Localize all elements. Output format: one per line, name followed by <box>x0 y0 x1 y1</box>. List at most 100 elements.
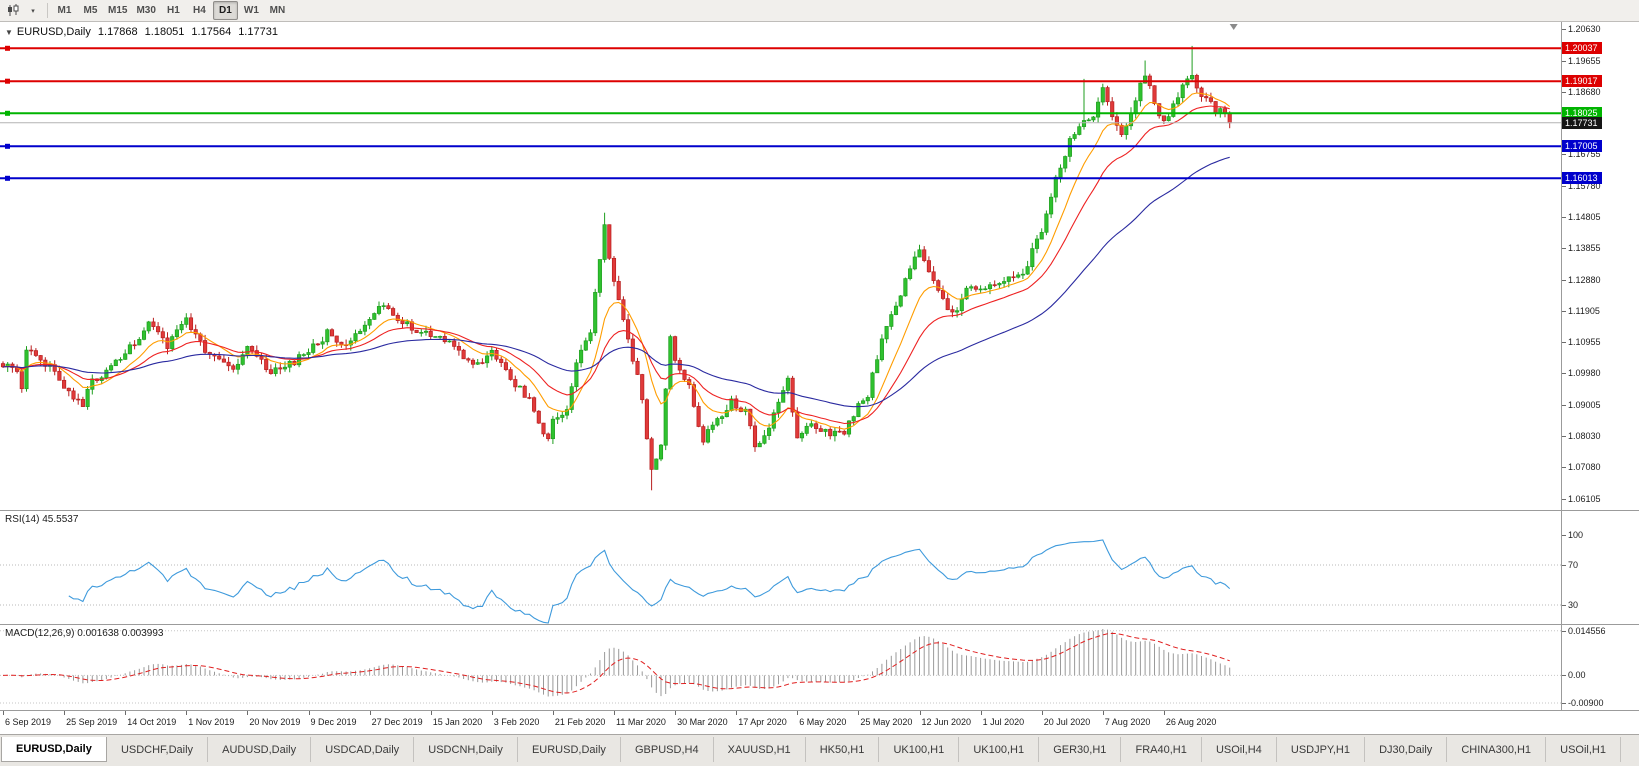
macd-label: MACD(12,26,9) 0.001638 0.003993 <box>5 628 164 639</box>
date-axis-label: 14 Oct 2019 <box>127 717 177 727</box>
chart-tab[interactable]: FRA40,H1 <box>1121 737 1202 762</box>
hline-price-tag: 1.17005 <box>1562 140 1602 153</box>
macd-axis-label: 0.014556 <box>1568 625 1606 636</box>
date-axis-label: 1 Jul 2020 <box>982 717 1025 727</box>
price-axis-label: 1.09980 <box>1568 368 1601 379</box>
hline-price-tag: 1.18025 <box>1562 107 1602 120</box>
chart-tab[interactable]: XAUUSD,H1 <box>713 737 806 762</box>
rsi-axis-label: 100 <box>1568 530 1584 540</box>
date-axis-label: 21 Feb 2020 <box>554 717 606 727</box>
timeframe-button-m15[interactable]: M15 <box>108 5 128 16</box>
one-click-trading-toggle[interactable]: ▼ <box>5 27 13 37</box>
main-chart-panel: ▼ EURUSD,Daily 1.17868 1.18051 1.17564 1… <box>0 22 1639 511</box>
date-axis-label: 12 Jun 2020 <box>921 717 972 727</box>
chart-tab[interactable]: CHINA300,H1 <box>1447 737 1547 762</box>
price-axis-label: 1.19655 <box>1568 55 1601 66</box>
price-axis[interactable]: 1.206301.196551.186801.177051.167551.157… <box>1561 22 1639 510</box>
chart-tab[interactable]: GBPUSD,H4 <box>620 737 714 762</box>
chart-ohlc-line: ▼ EURUSD,Daily 1.17868 1.18051 1.17564 1… <box>5 26 285 38</box>
price-axis-label: 1.12880 <box>1568 274 1601 285</box>
date-axis-label: 25 Sep 2019 <box>66 717 118 727</box>
macd-axis[interactable]: 0.014556 0.00 -0.00900 <box>1561 625 1639 710</box>
chart-tab[interactable]: UK100,H1 <box>959 737 1040 762</box>
chart-tab[interactable]: USDJPY,H1 <box>1276 737 1366 762</box>
price-axis-label: 1.06105 <box>1568 493 1601 504</box>
date-axis-label: 20 Nov 2019 <box>249 717 301 727</box>
price-axis-label: 1.20630 <box>1568 24 1601 35</box>
chart-tab[interactable]: USOil,H4 <box>1201 737 1277 762</box>
symbol-label: EURUSD,Daily <box>16 26 91 38</box>
chart-dropdown-arrow-icon[interactable]: ▾ <box>31 7 35 15</box>
rsi-axis-label: 70 <box>1568 560 1579 570</box>
date-axis-label: 3 Feb 2020 <box>493 717 540 727</box>
date-axis-label: 20 Jul 2020 <box>1043 717 1091 727</box>
time-axis[interactable]: 6 Sep 2019 25 Sep 2019 14 Oct 2019 1 Nov 20… <box>0 711 1639 734</box>
timeframe-button-d1[interactable]: D1 <box>212 1 238 20</box>
chart-tab[interactable]: DJ30,Daily <box>1365 737 1448 762</box>
date-axis-label: 1 Nov 2019 <box>188 717 235 727</box>
ohlc-high: 1.18051 <box>144 26 185 38</box>
price-axis-label: 1.13855 <box>1568 243 1601 254</box>
chart-tab[interactable]: USDCAD,Daily <box>311 737 415 762</box>
macd-axis-label: -0.00900 <box>1568 698 1604 708</box>
timeframe-button-mn[interactable]: MN <box>269 5 286 16</box>
ohlc-low: 1.17564 <box>191 26 232 38</box>
date-axis-label: 30 Mar 2020 <box>677 717 728 727</box>
rsi-canvas[interactable] <box>0 511 1561 624</box>
hline-price-tag: 1.20037 <box>1562 42 1602 55</box>
price-axis-label: 1.09005 <box>1568 399 1601 410</box>
date-axis-label: 25 May 2020 <box>860 717 913 727</box>
price-axis-label: 1.07080 <box>1568 462 1601 472</box>
chart-tab-bar: EURUSD,Daily USDCHF,Daily AUDUSD,Daily USDC… <box>0 734 1639 766</box>
chart-tab[interactable]: USOil,H1 <box>1546 737 1622 762</box>
timeframe-button-m30[interactable]: M30 <box>136 5 156 16</box>
chart-tab[interactable]: AUDUSD,Daily <box>208 737 312 762</box>
chart-tab[interactable]: EURUSD,Daily <box>517 737 621 762</box>
macd-panel: MACD(12,26,9) 0.001638 0.003993 0.014556… <box>0 625 1639 711</box>
current-price-tag: 1.17731 <box>1562 116 1602 129</box>
price-axis-label: 1.16755 <box>1568 149 1601 160</box>
timeframe-buttons: M1 M5 M15 M30 H1 H4 D1 W1 MN <box>52 1 291 20</box>
chart-tab[interactable]: GER30,H1 <box>1039 737 1122 762</box>
candlestick-glyph <box>7 4 18 16</box>
date-axis-label: 7 Aug 2020 <box>1104 717 1151 727</box>
toolbar-separator <box>47 3 48 18</box>
macd-axis-label: 0.00 <box>1568 670 1586 681</box>
chart-tab[interactable]: EURUSD,Daily <box>1 737 107 762</box>
date-axis-label: 11 Mar 2020 <box>616 717 666 727</box>
date-axis-label: 17 Apr 2020 <box>738 717 787 727</box>
rsi-label: RSI(14) 45.5537 <box>5 514 79 525</box>
timeframe-button-h1[interactable]: H1 <box>167 5 180 16</box>
rsi-axis[interactable]: 100 70 30 <box>1561 511 1639 624</box>
price-axis-label: 1.10955 <box>1568 336 1601 347</box>
timeframe-button-m1[interactable]: M1 <box>57 5 72 16</box>
hline-price-tag: 1.16013 <box>1562 172 1602 185</box>
timeframe-button-h4[interactable]: H4 <box>193 5 206 16</box>
price-axis-label: 1.18680 <box>1568 87 1601 98</box>
rsi-panel: RSI(14) 45.5537 100 70 30 <box>0 511 1639 625</box>
date-axis-label: 9 Dec 2019 <box>310 717 357 727</box>
price-axis-label: 1.14805 <box>1568 212 1601 223</box>
price-axis-label: 1.15780 <box>1568 180 1601 191</box>
ohlc-close: 1.17731 <box>238 26 278 38</box>
timeframe-button-m5[interactable]: M5 <box>83 5 98 16</box>
macd-canvas[interactable] <box>0 625 1561 710</box>
date-axis-label: 6 Sep 2019 <box>5 717 52 727</box>
rsi-axis-label: 30 <box>1568 600 1579 610</box>
date-axis-label: 6 May 2020 <box>799 717 847 727</box>
date-axis-label: 26 Aug 2020 <box>1165 717 1217 727</box>
chart-tab[interactable]: USDCNH,Daily <box>414 737 518 762</box>
price-axis-label: 1.11905 <box>1568 306 1600 317</box>
chart-tab[interactable]: UK100,H1 <box>879 737 960 762</box>
price-axis-label: 1.08030 <box>1568 431 1601 442</box>
timeframe-toolbar: ▾ M1 M5 M15 M30 H1 H4 D1 W1 MN <box>0 0 1639 22</box>
main-chart-canvas[interactable] <box>0 22 1561 510</box>
chart-tab[interactable]: HK50,H1 <box>805 737 880 762</box>
date-axis-label: 15 Jan 2020 <box>432 717 483 727</box>
ohlc-open: 1.17868 <box>97 26 138 38</box>
chart-tab[interactable]: USDCHF,Daily <box>106 737 209 762</box>
hline-price-tag: 1.19017 <box>1562 75 1602 88</box>
chart-type-icon[interactable] <box>3 2 23 20</box>
timeframe-button-w1[interactable]: W1 <box>243 5 259 16</box>
